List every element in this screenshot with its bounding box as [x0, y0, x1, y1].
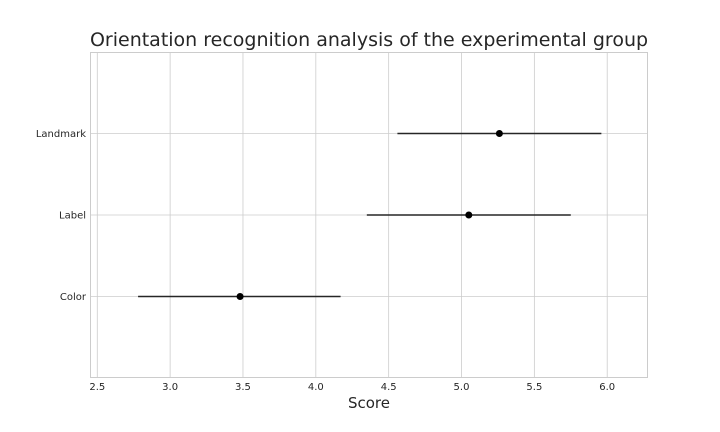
x-tick-label: 4.5: [381, 382, 397, 393]
mean-point-color: [236, 293, 244, 300]
x-axis-label: Score: [348, 394, 390, 412]
y-tick-labels: Color Label Landmark: [36, 129, 87, 303]
data-layer: [138, 130, 602, 300]
x-tick-label: 3.0: [162, 382, 178, 393]
mean-point-landmark: [495, 130, 503, 137]
y-tick-label: Label: [59, 211, 86, 222]
x-tick-label: 2.5: [89, 382, 105, 393]
plot-frame: [90, 52, 648, 378]
x-tick-labels: 2.5 3.0 3.5 4.0 4.5 5.0 5.5 6.0: [89, 382, 615, 393]
x-tick-label: 4.0: [308, 382, 324, 393]
y-tick-label: Color: [60, 292, 87, 303]
x-tick-label: 5.0: [454, 382, 470, 393]
x-tick-label: 6.0: [599, 382, 615, 393]
y-tick-label: Landmark: [36, 129, 86, 140]
mean-point-label: [465, 211, 473, 219]
x-tick-label: 3.5: [235, 382, 251, 393]
x-tick-label: 5.5: [526, 382, 542, 393]
chart-title: Orientation recognition analysis of the …: [90, 29, 648, 51]
